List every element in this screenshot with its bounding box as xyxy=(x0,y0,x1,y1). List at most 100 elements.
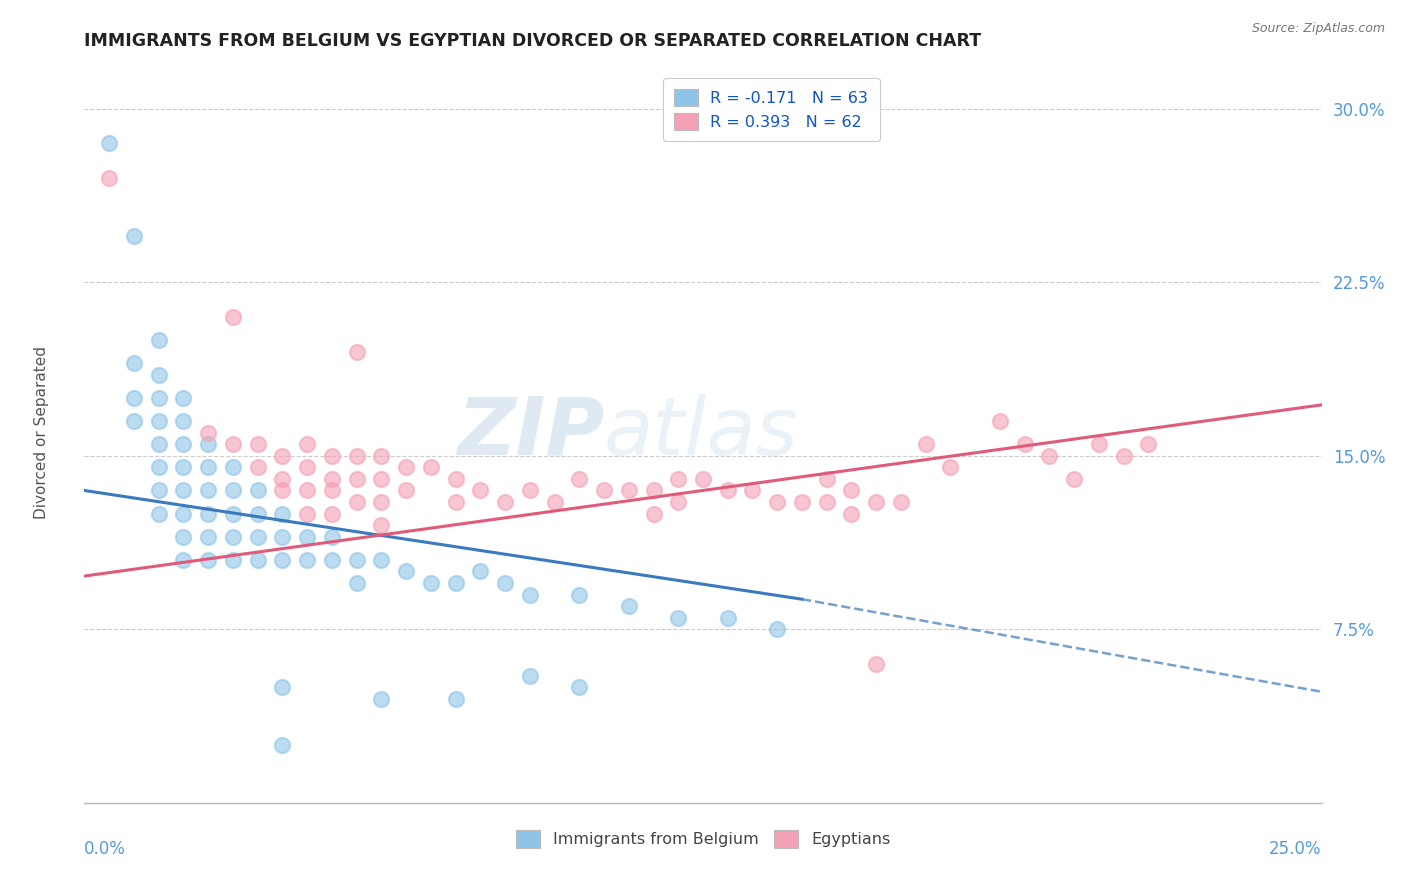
Point xyxy=(172,437,194,451)
Point xyxy=(1088,437,1111,451)
Point xyxy=(419,460,441,475)
Point xyxy=(271,472,294,486)
Point xyxy=(271,680,294,694)
Point xyxy=(172,460,194,475)
Text: IMMIGRANTS FROM BELGIUM VS EGYPTIAN DIVORCED OR SEPARATED CORRELATION CHART: IMMIGRANTS FROM BELGIUM VS EGYPTIAN DIVO… xyxy=(84,32,981,50)
Point xyxy=(370,472,392,486)
Point xyxy=(346,553,368,567)
Point xyxy=(222,530,245,544)
Text: atlas: atlas xyxy=(605,393,799,472)
Point xyxy=(815,495,838,509)
Point xyxy=(865,657,887,671)
Point xyxy=(370,518,392,533)
Legend: Immigrants from Belgium, Egyptians: Immigrants from Belgium, Egyptians xyxy=(509,824,897,854)
Point xyxy=(148,507,170,521)
Point xyxy=(246,507,269,521)
Point xyxy=(741,483,763,498)
Point xyxy=(370,495,392,509)
Point xyxy=(519,588,541,602)
Point xyxy=(197,460,219,475)
Point xyxy=(295,553,318,567)
Point xyxy=(222,460,245,475)
Point xyxy=(197,437,219,451)
Text: 0.0%: 0.0% xyxy=(84,840,127,858)
Text: Source: ZipAtlas.com: Source: ZipAtlas.com xyxy=(1251,22,1385,36)
Point xyxy=(222,553,245,567)
Point xyxy=(346,576,368,591)
Point xyxy=(321,530,343,544)
Point xyxy=(321,553,343,567)
Point xyxy=(122,391,145,405)
Point xyxy=(370,449,392,463)
Point xyxy=(148,483,170,498)
Point xyxy=(246,483,269,498)
Point xyxy=(643,483,665,498)
Point xyxy=(197,530,219,544)
Point xyxy=(295,483,318,498)
Point xyxy=(815,472,838,486)
Point xyxy=(122,356,145,370)
Point xyxy=(222,507,245,521)
Point xyxy=(568,588,591,602)
Point xyxy=(1014,437,1036,451)
Point xyxy=(444,691,467,706)
Point xyxy=(865,495,887,509)
Point xyxy=(222,437,245,451)
Point xyxy=(717,610,740,624)
Point xyxy=(666,495,689,509)
Point xyxy=(98,136,121,151)
Point xyxy=(197,425,219,440)
Point xyxy=(246,437,269,451)
Point xyxy=(494,495,516,509)
Point xyxy=(148,460,170,475)
Point xyxy=(346,495,368,509)
Point xyxy=(148,437,170,451)
Point xyxy=(890,495,912,509)
Point xyxy=(172,507,194,521)
Point xyxy=(172,483,194,498)
Point xyxy=(321,483,343,498)
Point xyxy=(271,738,294,752)
Point xyxy=(717,483,740,498)
Point xyxy=(346,344,368,359)
Point xyxy=(295,530,318,544)
Point xyxy=(1038,449,1060,463)
Point xyxy=(988,414,1011,428)
Point xyxy=(197,507,219,521)
Point xyxy=(841,507,863,521)
Point xyxy=(841,483,863,498)
Text: Divorced or Separated: Divorced or Separated xyxy=(34,346,49,519)
Point xyxy=(321,449,343,463)
Point xyxy=(643,507,665,521)
Point xyxy=(1137,437,1160,451)
Point xyxy=(271,530,294,544)
Point xyxy=(271,449,294,463)
Point xyxy=(197,483,219,498)
Point xyxy=(246,553,269,567)
Point xyxy=(295,437,318,451)
Point xyxy=(321,507,343,521)
Point xyxy=(494,576,516,591)
Point xyxy=(519,668,541,682)
Point xyxy=(519,483,541,498)
Point xyxy=(914,437,936,451)
Point xyxy=(568,680,591,694)
Point xyxy=(295,507,318,521)
Text: ZIP: ZIP xyxy=(457,393,605,472)
Point xyxy=(172,530,194,544)
Point xyxy=(543,495,565,509)
Point xyxy=(419,576,441,591)
Point xyxy=(295,460,318,475)
Point xyxy=(222,483,245,498)
Text: 25.0%: 25.0% xyxy=(1270,840,1322,858)
Point xyxy=(666,610,689,624)
Point xyxy=(271,553,294,567)
Point xyxy=(122,414,145,428)
Point xyxy=(790,495,813,509)
Point xyxy=(766,622,789,636)
Point xyxy=(395,483,418,498)
Point xyxy=(122,229,145,244)
Point xyxy=(246,460,269,475)
Point xyxy=(444,495,467,509)
Point xyxy=(939,460,962,475)
